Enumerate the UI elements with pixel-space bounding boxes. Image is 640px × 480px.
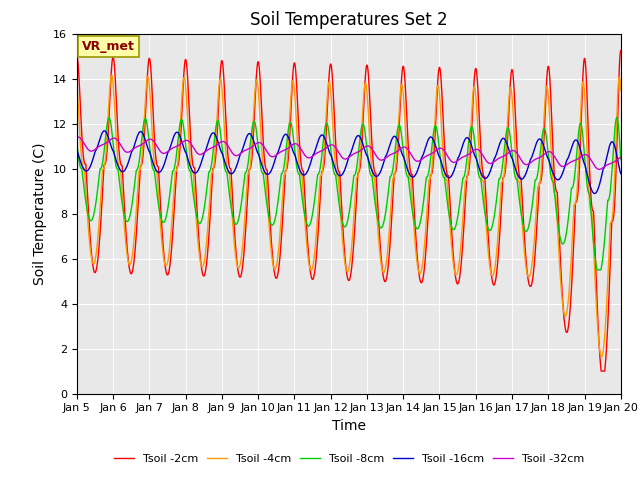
Tsoil -8cm (593, 267, 601, 273)
Tsoil -2cm (548, 111, 556, 117)
Tsoil -4cm (598, 354, 605, 360)
Tsoil -32cm (73, 134, 81, 140)
Tsoil -32cm (74, 134, 81, 140)
Y-axis label: Soil Temperature (C): Soil Temperature (C) (33, 143, 47, 285)
Tsoil -16cm (100, 128, 108, 134)
Tsoil -4cm (168, 226, 175, 232)
Tsoil -32cm (595, 167, 603, 172)
Tsoil -4cm (135, 168, 143, 173)
Tsoil -4cm (282, 170, 289, 176)
Line: Tsoil -8cm: Tsoil -8cm (77, 118, 621, 270)
Tsoil -16cm (617, 171, 625, 177)
Tsoil -8cm (613, 115, 621, 120)
Tsoil -2cm (305, 257, 313, 263)
Tsoil -4cm (108, 72, 115, 78)
Tsoil -8cm (305, 223, 313, 229)
Tsoil -16cm (168, 141, 175, 147)
Tsoil -2cm (617, 48, 625, 53)
Tsoil -8cm (617, 157, 625, 163)
Line: Tsoil -2cm: Tsoil -2cm (77, 50, 621, 371)
Tsoil -8cm (282, 153, 289, 159)
Line: Tsoil -16cm: Tsoil -16cm (77, 131, 621, 193)
Tsoil -32cm (548, 150, 556, 156)
Tsoil -32cm (617, 155, 625, 160)
Tsoil -16cm (548, 167, 556, 172)
Tsoil -4cm (73, 80, 81, 85)
Tsoil -16cm (135, 130, 143, 136)
Tsoil -16cm (305, 164, 313, 170)
Tsoil -16cm (607, 141, 614, 146)
Tsoil -4cm (305, 262, 313, 268)
Tsoil -4cm (617, 88, 625, 94)
Tsoil -8cm (135, 161, 143, 167)
Tsoil -4cm (548, 159, 556, 165)
Tsoil -32cm (305, 155, 313, 161)
Tsoil -8cm (607, 188, 614, 194)
Tsoil -16cm (73, 147, 81, 153)
Tsoil -8cm (73, 139, 81, 145)
Tsoil -16cm (282, 132, 289, 137)
Tsoil -16cm (591, 191, 598, 196)
Tsoil -32cm (607, 161, 614, 167)
Text: VR_met: VR_met (82, 40, 135, 53)
Tsoil -32cm (282, 147, 289, 153)
Tsoil -2cm (597, 368, 605, 374)
Tsoil -8cm (548, 176, 556, 181)
Tsoil -2cm (167, 251, 175, 257)
Tsoil -4cm (607, 220, 614, 226)
Tsoil -2cm (282, 168, 289, 173)
X-axis label: Time: Time (332, 419, 366, 433)
Tsoil -32cm (135, 143, 143, 149)
Legend: Tsoil -2cm, Tsoil -4cm, Tsoil -8cm, Tsoil -16cm, Tsoil -32cm: Tsoil -2cm, Tsoil -4cm, Tsoil -8cm, Tsoi… (109, 450, 588, 468)
Tsoil -32cm (168, 146, 175, 152)
Tsoil -2cm (73, 53, 81, 59)
Tsoil -2cm (135, 190, 143, 195)
Tsoil -8cm (167, 180, 175, 186)
Title: Soil Temperatures Set 2: Soil Temperatures Set 2 (250, 11, 447, 29)
Line: Tsoil -32cm: Tsoil -32cm (77, 137, 621, 169)
Line: Tsoil -4cm: Tsoil -4cm (77, 75, 621, 357)
Tsoil -2cm (607, 259, 614, 265)
